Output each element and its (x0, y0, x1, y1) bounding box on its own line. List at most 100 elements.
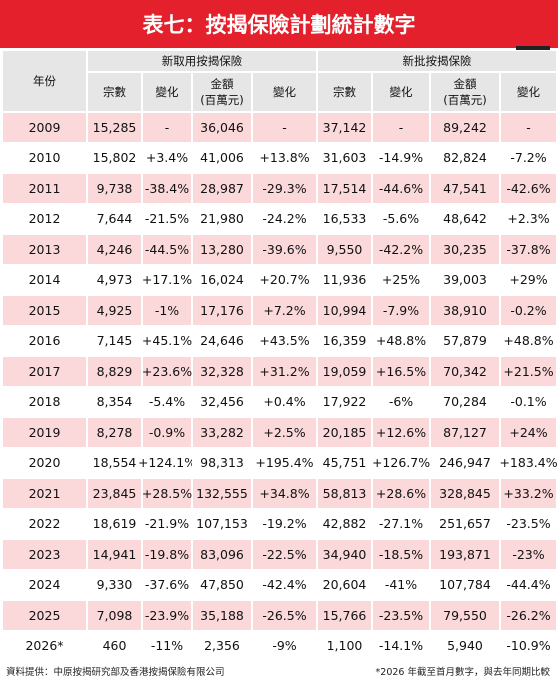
text: 17,922 (322, 394, 367, 410)
text: 2011 (28, 180, 61, 196)
data-cell: +28.5% (142, 478, 192, 509)
data-cell: -14.1% (372, 630, 430, 661)
data-cell: 34,940 (317, 539, 372, 570)
text: -37.8% (506, 241, 551, 257)
text: 11,936 (322, 272, 367, 288)
data-cell: 16,359 (317, 325, 372, 356)
text: 年份 (33, 74, 56, 88)
data-cell: 47,541 (430, 173, 500, 204)
data-cell: +2.3% (500, 203, 557, 234)
text: 變化 (273, 85, 296, 99)
data-cell: 8,354 (87, 386, 142, 417)
text: -38.4% (144, 180, 190, 196)
data-cell: 4,925 (87, 295, 142, 326)
text: -23.5% (506, 516, 551, 532)
text: +48.8% (503, 333, 554, 349)
data-cell: -9% (252, 630, 317, 661)
data-cell: 4,973 (87, 264, 142, 295)
text: 2022 (28, 516, 61, 532)
text: -6% (388, 394, 414, 410)
data-cell: 19,059 (317, 356, 372, 387)
data-cell: -5.6% (372, 203, 430, 234)
text: -23.5% (378, 607, 424, 623)
text: 42,882 (322, 516, 367, 532)
group-header: 新批按揭保險 (317, 50, 557, 72)
data-cell: 5,940 (430, 630, 500, 661)
text: 2023 (28, 546, 61, 562)
text: +7.2% (263, 302, 306, 318)
year-cell: 2018 (2, 386, 87, 417)
text: +3.4% (145, 150, 189, 166)
data-cell: -10.9% (500, 630, 557, 661)
data-cell: -29.3% (252, 173, 317, 204)
text: 2017 (28, 363, 61, 379)
data-cell: 39,003 (430, 264, 500, 295)
data-cell: 21,980 (192, 203, 252, 234)
data-cell: 98,313 (192, 447, 252, 478)
text: (百萬元) (200, 93, 244, 107)
data-cell: 48,642 (430, 203, 500, 234)
text: 246,947 (439, 455, 491, 471)
data-cell: 41,006 (192, 142, 252, 173)
year-cell: 2013 (2, 234, 87, 265)
text: - (526, 119, 531, 135)
data-cell: -5.4% (142, 386, 192, 417)
year-cell: 2023 (2, 539, 87, 570)
text: 9,550 (326, 241, 363, 257)
data-cell: -0.1% (500, 386, 557, 417)
text: +124.1% (137, 455, 197, 471)
data-cell: -26.5% (252, 600, 317, 631)
text: 36,046 (200, 119, 244, 135)
year-cell: 2017 (2, 356, 87, 387)
text: 2019 (28, 424, 61, 440)
data-cell: 38,910 (430, 295, 500, 326)
text: -11% (150, 638, 184, 654)
text: -21.5% (144, 211, 190, 227)
text: 4,973 (96, 272, 133, 288)
text: 98,313 (200, 455, 244, 471)
text: 23,845 (92, 485, 137, 501)
text: 2,356 (204, 638, 240, 654)
data-cell: 58,813 (317, 478, 372, 509)
text: 5,940 (447, 638, 483, 654)
text: 39,003 (443, 272, 487, 288)
data-cell: 132,555 (192, 478, 252, 509)
text: -24.2% (262, 211, 307, 227)
text: +2.5% (263, 424, 306, 440)
year-cell: 2009 (2, 112, 87, 143)
text: -18.5% (378, 546, 424, 562)
text: +21.5% (503, 363, 554, 379)
text: 460 (102, 638, 127, 654)
data-cell: 7,145 (87, 325, 142, 356)
year-header: 年份 (2, 50, 87, 112)
text: +24% (509, 424, 548, 440)
text: 變化 (389, 85, 413, 99)
text: 83,096 (200, 546, 244, 562)
text: 2014 (28, 272, 61, 288)
year-cell: 2025 (2, 600, 87, 631)
year-cell: 2024 (2, 569, 87, 600)
data-cell: -44.5% (142, 234, 192, 265)
data-cell: 13,280 (192, 234, 252, 265)
text: 19,059 (322, 363, 367, 379)
text: +126.7% (371, 455, 431, 471)
text: 7,145 (96, 333, 133, 349)
data-cell: 16,024 (192, 264, 252, 295)
year-cell: 2011 (2, 173, 87, 204)
data-cell: -14.9% (372, 142, 430, 173)
text: +0.4% (263, 394, 306, 410)
text: +13.8% (259, 150, 310, 166)
data-cell: -41% (372, 569, 430, 600)
text: -0.9% (148, 424, 186, 440)
data-cell: 9,738 (87, 173, 142, 204)
text: +45.1% (141, 333, 193, 349)
data-cell: 57,879 (430, 325, 500, 356)
text: 28,987 (200, 180, 244, 196)
data-cell: 42,882 (317, 508, 372, 539)
data-cell: -37.8% (500, 234, 557, 265)
text: 新批按揭保險 (402, 54, 472, 68)
data-cell: -6% (372, 386, 430, 417)
data-cell: 107,153 (192, 508, 252, 539)
text: 變化 (517, 85, 540, 99)
data-cell: 107,784 (430, 569, 500, 600)
